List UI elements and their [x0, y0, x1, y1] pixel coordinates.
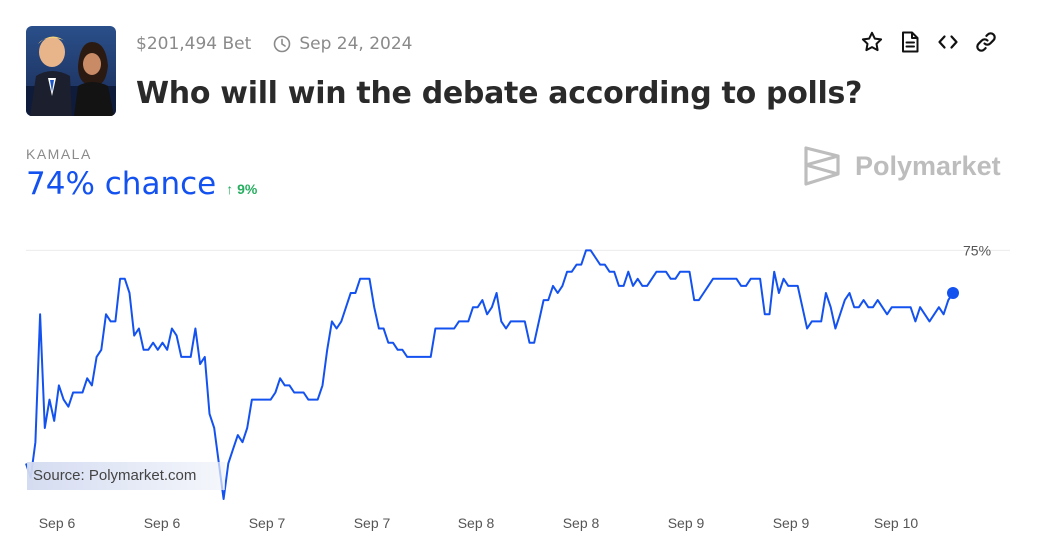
source-label: Source: Polymarket.com: [27, 462, 225, 490]
copy-link-button[interactable]: [974, 30, 998, 54]
volume-text: $201,494 Bet: [136, 34, 252, 54]
series-line: [25, 249, 954, 500]
x-tick-label: Sep 8: [563, 515, 600, 531]
chance-value: 74% chance: [26, 166, 217, 202]
embed-button[interactable]: [936, 30, 960, 54]
document-icon: [902, 31, 919, 53]
outcome-label: KAMALA: [26, 146, 92, 162]
change-value: ↑ 9%: [226, 181, 258, 197]
end-value-label: 75%: [963, 242, 991, 258]
x-tick-label: Sep 7: [249, 515, 286, 531]
action-bar: [860, 30, 998, 54]
market-thumbnail: [26, 26, 116, 116]
star-icon: [861, 31, 883, 52]
x-tick-label: Sep 9: [773, 515, 810, 531]
code-icon: [938, 35, 958, 49]
end-date-text: Sep 24, 2024: [299, 34, 413, 54]
rules-button[interactable]: [898, 30, 922, 54]
market-meta: $201,494 Bet Sep 24, 2024: [136, 33, 412, 55]
x-tick-label: Sep 9: [668, 515, 705, 531]
clock-icon: [274, 35, 291, 53]
page-title: Who will win the debate according to pol…: [136, 76, 863, 111]
x-tick-label: Sep 10: [874, 515, 919, 531]
brand-name: Polymarket: [855, 150, 1001, 181]
polymarket-logo-icon: [804, 146, 840, 186]
x-tick-label: Sep 7: [354, 515, 391, 531]
x-tick-label: Sep 6: [39, 515, 76, 531]
x-tick-label: Sep 6: [144, 515, 181, 531]
link-icon: [976, 32, 996, 52]
brand-logo: Polymarket: [803, 145, 1001, 187]
current-point-marker[interactable]: [947, 287, 959, 300]
debate-photo: [26, 26, 116, 116]
watchlist-button[interactable]: [860, 30, 884, 54]
x-tick-label: Sep 8: [458, 515, 495, 531]
chance-row: 74% chance ↑ 9%: [26, 166, 257, 202]
